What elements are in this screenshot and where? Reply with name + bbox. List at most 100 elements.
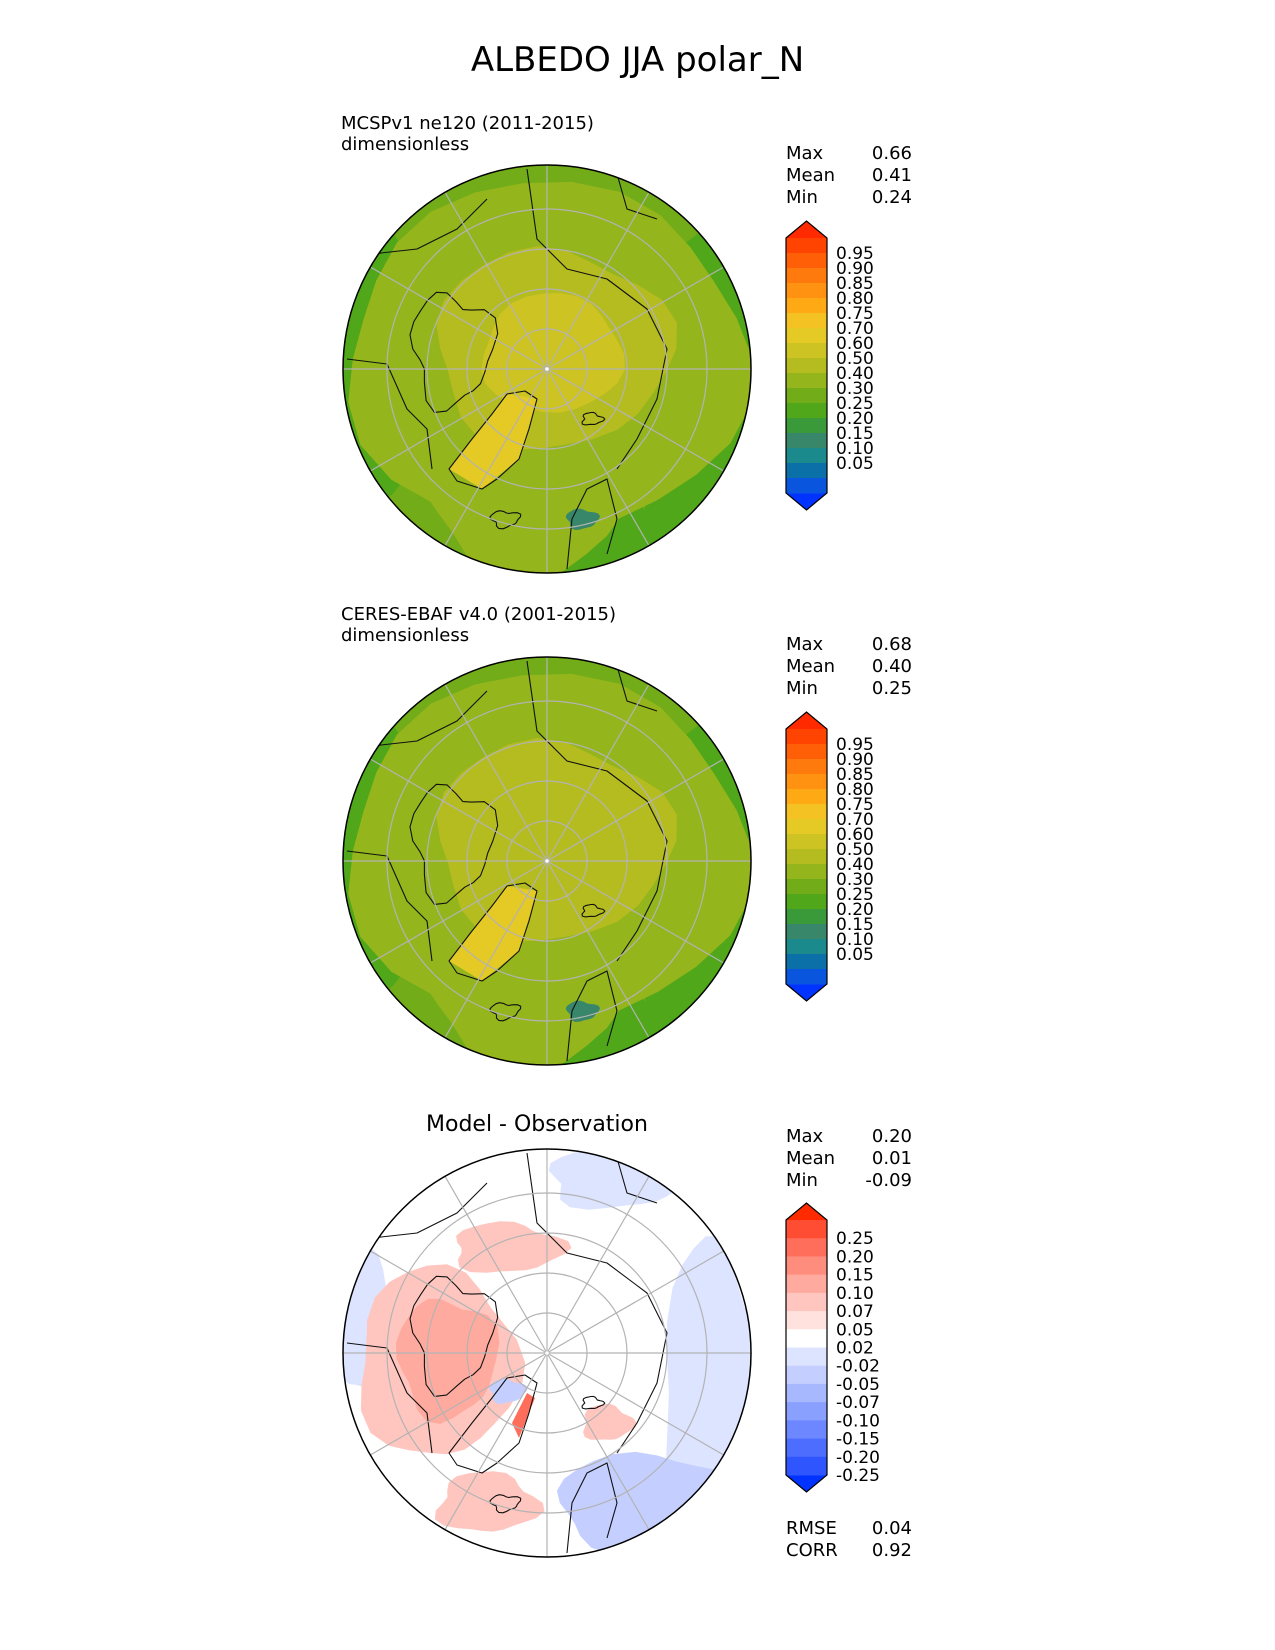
colorbar-tick-label: 0.85 (836, 274, 874, 294)
panel-3-stat-max-label: Max (786, 1126, 824, 1147)
colorbar-tick-label: 0.80 (836, 289, 874, 309)
colorbar-segment (786, 463, 827, 479)
colorbar-tick-label: 0.05 (836, 945, 874, 965)
colorbar-tick-label: 0.15 (836, 1266, 874, 1286)
colorbar-tick-label: 0.30 (836, 870, 874, 890)
panel-3-stat-min-value: -0.09 (865, 1170, 912, 1191)
map-longitude-line (546, 860, 650, 1038)
colorbar-extend-min (786, 984, 827, 1001)
map-longitude-line (370, 266, 548, 370)
colorbar-segment (786, 1347, 827, 1367)
map-coastline-beringia (616, 173, 658, 220)
colorbar-tick-label: 0.10 (836, 1284, 874, 1304)
colorbar-tick-label: 0.70 (836, 810, 874, 830)
map-coastline-island (581, 1395, 606, 1410)
colorbar-tick-label: -0.25 (836, 1466, 880, 1486)
colorbar-tick-label: 0.60 (836, 825, 874, 845)
map-longitude-line (444, 368, 548, 546)
map-longitude-line (444, 1176, 548, 1354)
colorbar-outline (785, 1202, 828, 1493)
colorbar-tick-label: 0.80 (836, 780, 874, 800)
colorbar-segment (786, 358, 827, 374)
panel-1-stat-mean-label: Mean (786, 165, 836, 186)
colorbar-segment (786, 313, 827, 329)
colorbar-segment (786, 373, 827, 389)
panel-2-stat-min-label: Min (786, 678, 818, 699)
colorbar-segment (786, 433, 827, 449)
colorbar-segment (786, 1238, 827, 1257)
map-longitude-line (546, 368, 650, 546)
colorbar-tick-label: 0.02 (836, 1339, 874, 1359)
panel-3-title: Model - Observation (426, 1112, 648, 1137)
colorbar-segment (786, 834, 827, 850)
map-longitude-line (546, 684, 650, 862)
colorbar-segment (786, 448, 827, 464)
map-pole-marker (545, 367, 549, 371)
panel-1-stat-min-value: 0.24 (871, 187, 912, 208)
colorbar-extend-min (786, 1475, 827, 1492)
colorbar-segment (786, 1274, 827, 1294)
panel-1-title: MCSPv1 ne120 (2011-2015) (341, 113, 594, 134)
colorbar-tick-label: 0.15 (836, 915, 874, 935)
panel-3-rmse-value: 0.04 (871, 1518, 912, 1539)
colorbar-tick-label: 0.20 (836, 409, 874, 429)
colorbar-segment (786, 969, 827, 985)
map-longitude-line (370, 758, 548, 862)
colorbar-segment (786, 238, 827, 254)
colorbar-segment (786, 954, 827, 970)
colorbar-tick-label: -0.10 (836, 1411, 880, 1431)
map-coastline-beringia (616, 1157, 658, 1204)
colorbar-tick-label: 0.20 (836, 1247, 874, 1267)
colorbar-segment (786, 819, 827, 835)
colorbar-segment (786, 1383, 827, 1403)
map-pole-marker (545, 1351, 549, 1355)
map-boundary-3 (342, 1148, 752, 1558)
colorbar-tick-label: 0.20 (836, 900, 874, 920)
colorbar-extend-max (786, 1203, 827, 1220)
colorbar-tick-label: -0.05 (836, 1375, 880, 1395)
colorbar-segment (786, 418, 827, 434)
colorbar-outline (785, 711, 828, 1002)
colorbar-segment (786, 759, 827, 775)
panel-1-stat-max-value: 0.66 (871, 143, 912, 164)
panel-2-title: CERES-EBAF v4.0 (2001-2015) (341, 604, 617, 625)
colorbar-tick-label: -0.07 (836, 1393, 880, 1413)
colorbar-segment (786, 268, 827, 284)
colorbar-extend-max (786, 712, 827, 729)
map-longitude-line (546, 192, 650, 370)
colorbar-segment (786, 1292, 827, 1312)
panel-2-stat-max-value: 0.68 (871, 634, 912, 655)
panel-3-stat-mean-value: 0.01 (871, 1148, 912, 1169)
colorbar-tick-label: -0.20 (836, 1448, 880, 1468)
colorbar-segment (786, 1365, 827, 1385)
map-coastline-canada (346, 358, 433, 470)
colorbar-tick-label: 0.50 (836, 349, 874, 369)
map-longitude-line (546, 1176, 650, 1354)
map-field-band (481, 785, 625, 905)
map-longitude-line (370, 860, 548, 964)
colorbar-tick-label: 0.30 (836, 379, 874, 399)
colorbar-tick-label: -0.15 (836, 1430, 880, 1450)
map-field-band (456, 1221, 572, 1273)
panel-1-units: dimensionless (341, 134, 470, 155)
panel-1-stat-mean-value: 0.41 (871, 165, 912, 186)
map-longitude-line (546, 368, 724, 472)
colorbar-segment (786, 879, 827, 895)
colorbar-segment (786, 388, 827, 404)
colorbar-segment (786, 298, 827, 314)
colorbar-outline (785, 220, 828, 511)
colorbar-segment (786, 939, 827, 955)
colorbar-segment (786, 403, 827, 419)
map-field-band (489, 1378, 528, 1404)
panel-2-units: dimensionless (341, 625, 470, 646)
colorbar-tick-label: 0.95 (836, 244, 874, 264)
colorbar-segment (786, 1329, 827, 1348)
colorbar-segment (786, 1456, 827, 1476)
colorbar-tick-label: 0.90 (836, 750, 874, 770)
panel-2-stat-min-value: 0.25 (871, 678, 912, 699)
map-coastline-canada (346, 850, 433, 962)
map-coastline-island (581, 411, 606, 426)
map-coastline-beringia (616, 665, 658, 712)
colorbar-segment (786, 849, 827, 865)
map-longitude-line (370, 1250, 548, 1354)
